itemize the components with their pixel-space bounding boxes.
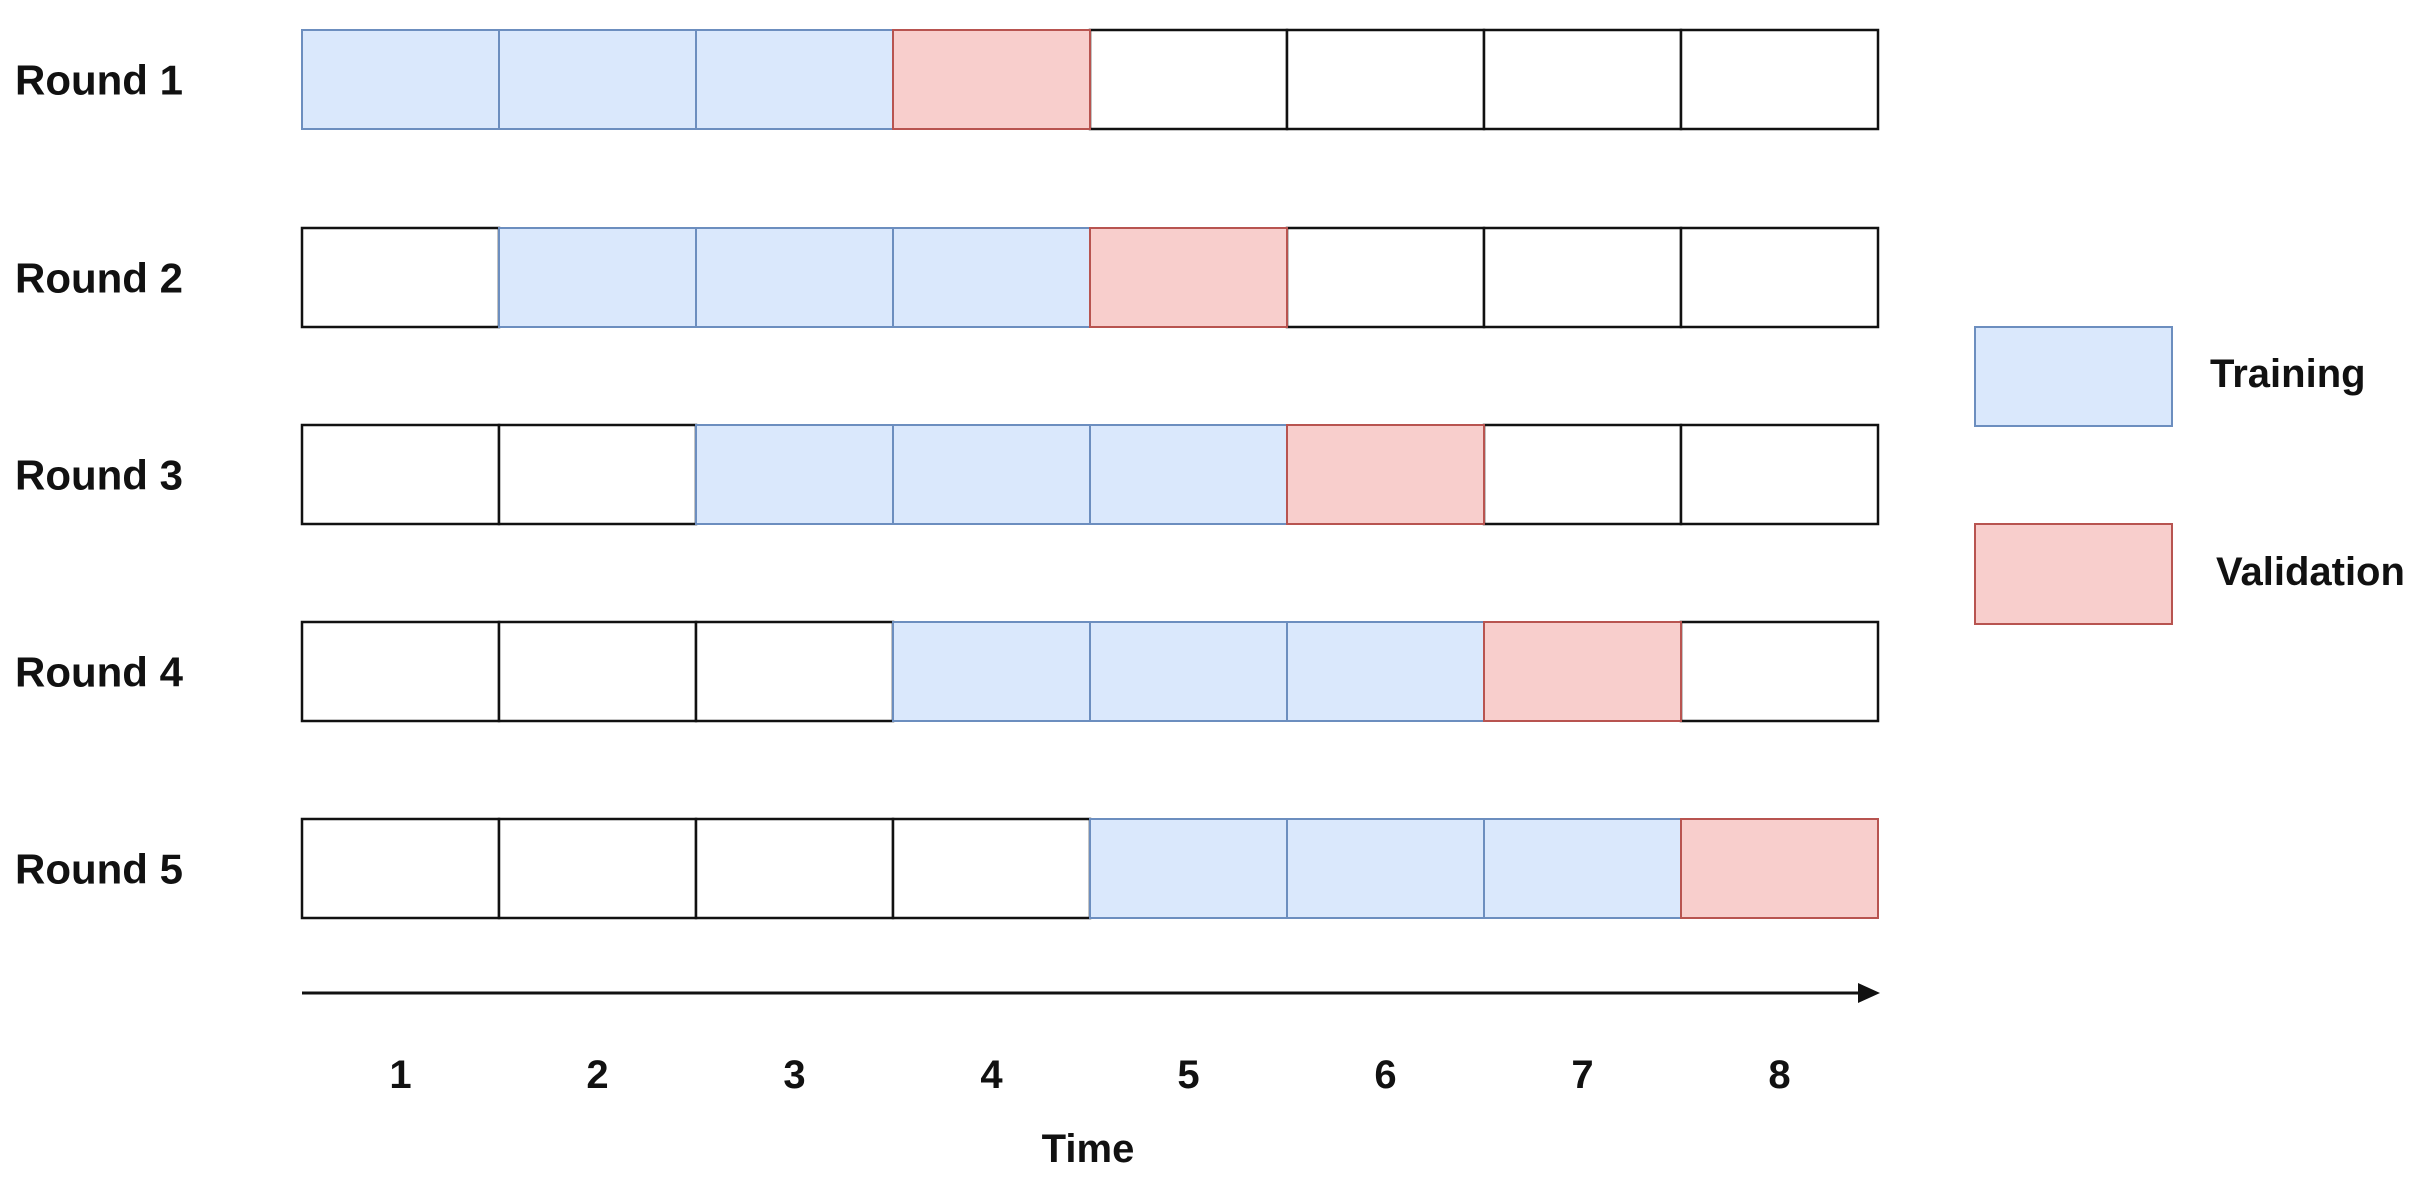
round-label: Round 5 <box>15 846 183 893</box>
training-cell <box>892 621 1091 722</box>
empty-cell <box>1679 423 1880 526</box>
time-tick-label: 7 <box>1571 1053 1593 1097</box>
empty-cell <box>1482 226 1683 329</box>
empty-cell <box>300 620 501 723</box>
empty-cell <box>497 620 698 723</box>
training-cell <box>498 227 697 328</box>
empty-cell <box>497 817 698 920</box>
time-tick-label: 2 <box>586 1053 608 1097</box>
empty-cell <box>694 620 895 723</box>
empty-cell <box>1088 28 1289 131</box>
legend-training-label: Training <box>2210 352 2366 396</box>
time-axis-label: Time <box>1042 1127 1135 1171</box>
empty-cell <box>1679 226 1880 329</box>
empty-cell <box>1679 620 1880 723</box>
time-axis: 1 2 3 4 5 6 7 8 Time <box>302 983 1880 1171</box>
legend-validation-swatch <box>1974 523 2173 625</box>
empty-cell <box>1679 28 1880 131</box>
round-row: Round 5 <box>15 817 1879 920</box>
training-cell <box>695 424 894 525</box>
rounds-group: Round 1 Round 2 Round 3 Round 4 Round 5 <box>15 28 1880 920</box>
time-tick-label: 6 <box>1374 1053 1396 1097</box>
training-cell <box>1286 818 1485 919</box>
legend: Training Validation <box>1974 326 2405 625</box>
training-cell <box>1286 621 1485 722</box>
empty-cell <box>1482 423 1683 526</box>
round-row: Round 2 <box>15 226 1880 329</box>
empty-cell <box>300 226 501 329</box>
validation-cell <box>1089 227 1288 328</box>
validation-cell <box>1483 621 1682 722</box>
training-cell <box>1089 818 1288 919</box>
training-cell <box>695 29 894 130</box>
training-cell <box>301 29 500 130</box>
empty-cell <box>1285 28 1486 131</box>
training-cell <box>695 227 894 328</box>
time-tick-label: 4 <box>980 1053 1003 1097</box>
round-row: Round 3 <box>15 423 1880 526</box>
round-label: Round 2 <box>15 255 183 302</box>
round-row: Round 4 <box>15 620 1880 723</box>
empty-cell <box>300 817 501 920</box>
validation-cell <box>892 29 1091 130</box>
time-tick-label: 1 <box>389 1053 411 1097</box>
time-arrow-head <box>1858 983 1880 1003</box>
empty-cell <box>1482 28 1683 131</box>
time-tick-label: 5 <box>1177 1053 1199 1097</box>
validation-cell <box>1286 424 1485 525</box>
time-tick-label: 8 <box>1768 1053 1790 1097</box>
time-tick-label: 3 <box>783 1053 805 1097</box>
training-cell <box>892 424 1091 525</box>
empty-cell <box>891 817 1092 920</box>
training-cell <box>1089 621 1288 722</box>
round-label: Round 4 <box>15 649 184 696</box>
validation-cell <box>1680 818 1879 919</box>
training-cell <box>892 227 1091 328</box>
training-cell <box>1483 818 1682 919</box>
round-label: Round 3 <box>15 452 183 499</box>
training-cell <box>498 29 697 130</box>
round-row: Round 1 <box>15 28 1880 131</box>
legend-training-swatch <box>1974 326 2173 427</box>
time-ticks: 1 2 3 4 5 6 7 8 <box>389 1053 1790 1097</box>
empty-cell <box>1285 226 1486 329</box>
round-label: Round 1 <box>15 57 183 104</box>
empty-cell <box>300 423 501 526</box>
training-cell <box>1089 424 1288 525</box>
empty-cell <box>497 423 698 526</box>
legend-validation-label: Validation <box>2216 550 2405 594</box>
empty-cell <box>694 817 895 920</box>
